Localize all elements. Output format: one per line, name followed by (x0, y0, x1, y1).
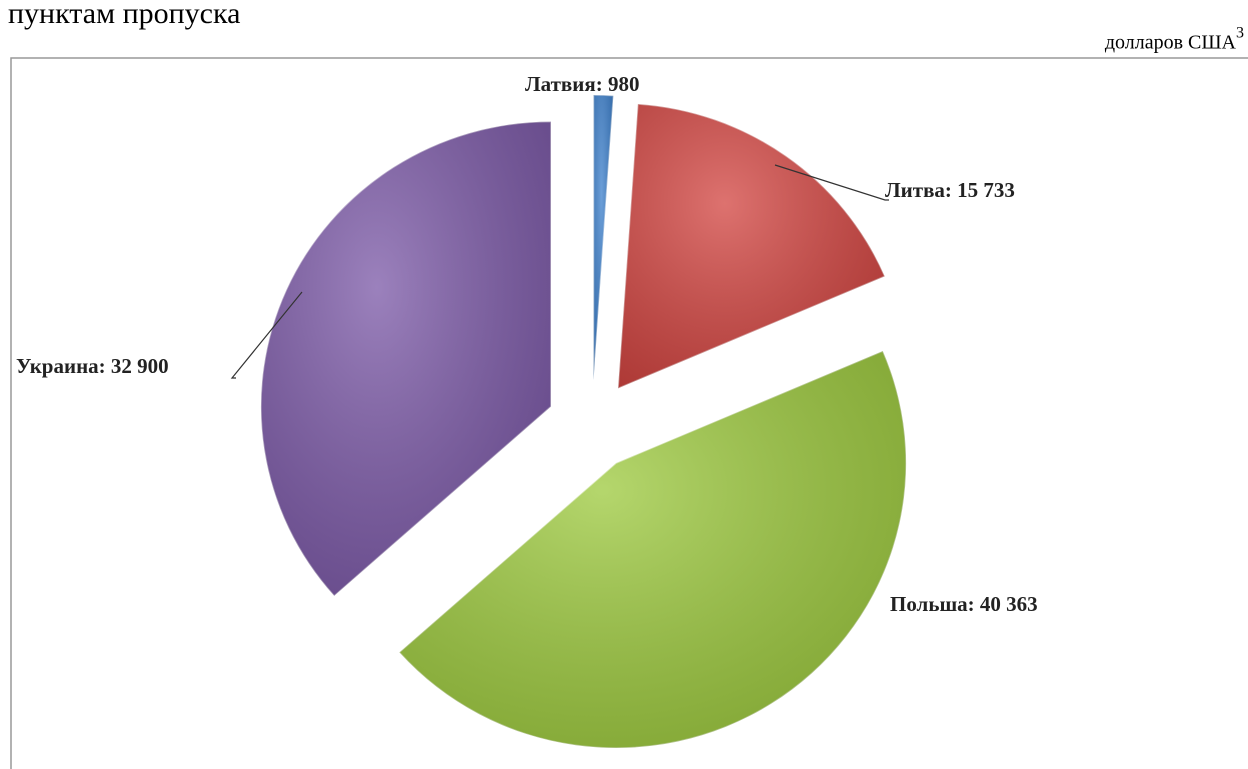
unit: долларов США (1105, 32, 1237, 54)
unit-note: 3 (1236, 25, 1244, 42)
pie-slice (260, 120, 552, 597)
data-label: Латвия: 980 (525, 72, 639, 96)
chart-title: пунктам пропуска (8, 0, 240, 30)
data-label: Польша: 40 363 (890, 592, 1038, 616)
leader-line (230, 291, 303, 379)
data-label: Украина: 32 900 (16, 354, 169, 378)
data-label: Литва: 15 733 (885, 178, 1015, 202)
pie-slice (592, 94, 615, 381)
leader-line (774, 164, 889, 201)
pie-slice (617, 103, 886, 390)
chart-frame (10, 57, 1248, 769)
